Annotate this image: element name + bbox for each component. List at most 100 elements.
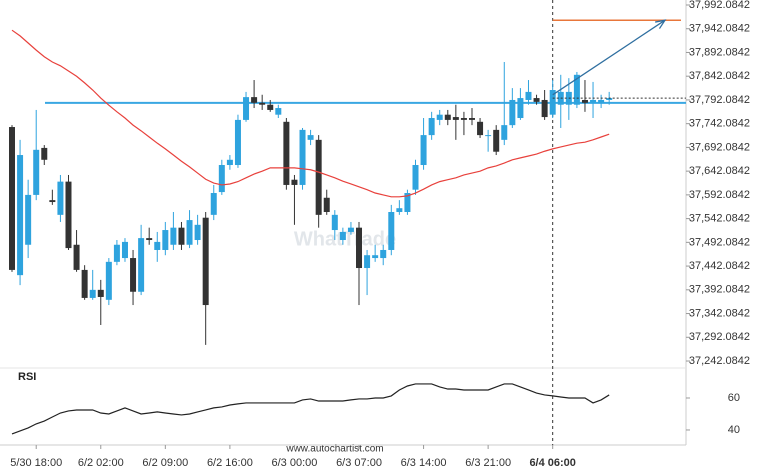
rsi-title: RSI bbox=[18, 371, 36, 383]
candle-body bbox=[606, 98, 613, 100]
y-tick-label: 37,742.0842 bbox=[689, 118, 750, 130]
candle-body bbox=[251, 97, 258, 103]
candle-body bbox=[234, 119, 241, 166]
y-tick-label: 60 bbox=[728, 392, 740, 404]
y-tick-label: 37,842.0842 bbox=[689, 70, 750, 82]
candle-body bbox=[541, 99, 548, 118]
candle-body bbox=[121, 241, 128, 259]
rsi-line bbox=[11, 383, 610, 435]
candle-body bbox=[396, 208, 403, 213]
candle-body bbox=[89, 289, 96, 298]
y-tick-label: 37,592.0842 bbox=[689, 189, 750, 201]
candle-body bbox=[573, 74, 580, 105]
y-tick-label: 37,942.0842 bbox=[689, 23, 750, 35]
candle-body bbox=[275, 108, 282, 115]
x-tick-label: 6/3 14:00 bbox=[401, 457, 447, 469]
y-tick-label: 37,342.0842 bbox=[689, 307, 750, 319]
candle-body bbox=[57, 181, 64, 215]
candle-body bbox=[339, 231, 346, 241]
candle-body bbox=[226, 159, 233, 166]
candle-body bbox=[259, 102, 266, 105]
candle-body bbox=[218, 165, 225, 193]
candle-body bbox=[598, 99, 605, 103]
candle-body bbox=[590, 99, 597, 103]
candle-body bbox=[162, 230, 169, 250]
candle-body bbox=[210, 193, 217, 215]
y-tick-label: 37,242.0842 bbox=[689, 355, 750, 367]
x-tick-label: 6/2 09:00 bbox=[142, 457, 188, 469]
candle-body bbox=[146, 238, 153, 241]
x-tick-label: 5/30 18:00 bbox=[10, 457, 62, 469]
candle-body bbox=[97, 289, 104, 297]
candle-body bbox=[9, 127, 15, 270]
candle-body bbox=[581, 99, 588, 103]
candle-body bbox=[444, 114, 451, 120]
forecast-arrow-head bbox=[655, 19, 667, 29]
candle-body bbox=[81, 269, 88, 298]
candle-body bbox=[138, 238, 145, 292]
x-tick-label: 6/3 07:00 bbox=[336, 457, 382, 469]
x-tick-label: 6/4 06:00 bbox=[529, 457, 575, 469]
y-tick-label: 40 bbox=[728, 424, 740, 436]
candle-body bbox=[170, 227, 177, 245]
candle-body bbox=[501, 125, 508, 140]
candle-body bbox=[323, 197, 330, 213]
candle-body bbox=[460, 118, 467, 120]
candle-body bbox=[493, 129, 500, 152]
candle-body bbox=[372, 255, 379, 259]
candle-body bbox=[243, 97, 250, 120]
candle-body bbox=[420, 135, 427, 166]
candle-body bbox=[509, 99, 516, 126]
candle-body bbox=[41, 147, 48, 160]
candle-body bbox=[468, 118, 475, 120]
candle-body bbox=[202, 217, 209, 306]
candle-body bbox=[154, 241, 161, 250]
x-tick-label: 6/3 21:00 bbox=[465, 457, 511, 469]
candle-body bbox=[49, 200, 56, 203]
candle-body bbox=[65, 181, 72, 249]
candle-body bbox=[130, 258, 137, 292]
candle-body bbox=[186, 220, 193, 245]
candle-body bbox=[73, 244, 80, 270]
x-tick-label: 6/3 00:00 bbox=[272, 457, 318, 469]
candle-body bbox=[549, 90, 556, 115]
candle-body bbox=[436, 114, 443, 120]
candle-body bbox=[533, 98, 540, 102]
candle-body bbox=[315, 139, 322, 215]
candle-body bbox=[404, 193, 411, 213]
candle-body bbox=[428, 118, 435, 136]
candle-body bbox=[485, 135, 492, 137]
y-tick-label: 37,292.0842 bbox=[689, 331, 750, 343]
candle-body bbox=[356, 227, 363, 269]
candle-body bbox=[452, 117, 459, 120]
forecast-arrow bbox=[552, 19, 666, 96]
y-tick-label: 37,542.0842 bbox=[689, 213, 750, 225]
candle-body bbox=[299, 129, 306, 185]
candle-body bbox=[267, 104, 274, 110]
candle-body bbox=[17, 155, 24, 276]
candle-body bbox=[525, 91, 532, 100]
candle-body bbox=[517, 98, 524, 119]
y-tick-label: 37,692.0842 bbox=[689, 141, 750, 153]
y-tick-label: 37,442.0842 bbox=[689, 260, 750, 272]
candle-body bbox=[33, 149, 40, 195]
y-tick-label: 37,792.0842 bbox=[689, 94, 750, 106]
candle-body bbox=[105, 261, 112, 300]
candle-body bbox=[283, 121, 290, 185]
x-tick-label: 6/2 16:00 bbox=[207, 457, 253, 469]
y-tick-label: 37,642.0842 bbox=[689, 165, 750, 177]
candle-body bbox=[388, 212, 395, 250]
candle-body bbox=[291, 179, 298, 185]
y-tick-label: 37,992.0842 bbox=[689, 0, 750, 11]
candle-body bbox=[412, 165, 419, 190]
candle-body bbox=[178, 227, 185, 245]
x-tick-label: 6/2 02:00 bbox=[78, 457, 124, 469]
y-tick-label: 37,892.0842 bbox=[689, 46, 750, 58]
candle-body bbox=[25, 194, 32, 245]
candle-body bbox=[307, 135, 314, 140]
candle-body bbox=[194, 224, 201, 241]
candle-body bbox=[380, 249, 387, 259]
y-tick-label: 37,492.0842 bbox=[689, 236, 750, 248]
candle-body bbox=[364, 255, 371, 269]
